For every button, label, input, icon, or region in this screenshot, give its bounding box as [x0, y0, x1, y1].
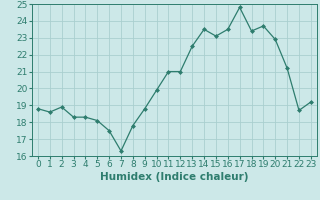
- X-axis label: Humidex (Indice chaleur): Humidex (Indice chaleur): [100, 172, 249, 182]
